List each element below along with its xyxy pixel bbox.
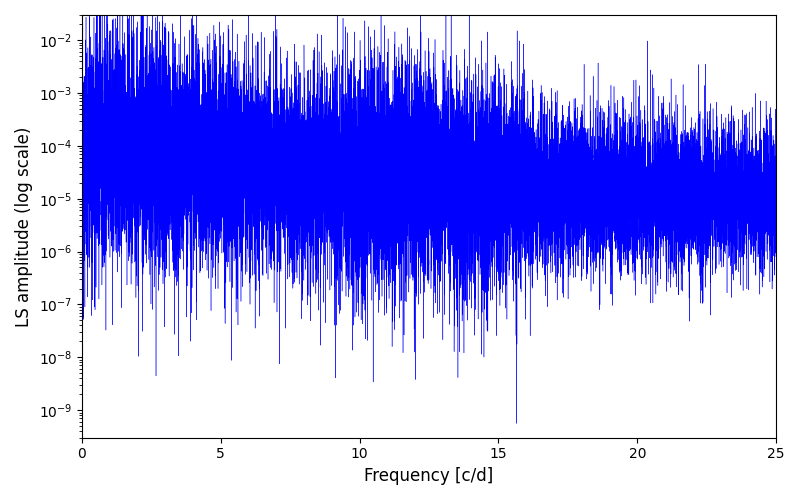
Y-axis label: LS amplitude (log scale): LS amplitude (log scale) [15, 126, 33, 326]
X-axis label: Frequency [c/d]: Frequency [c/d] [364, 467, 494, 485]
